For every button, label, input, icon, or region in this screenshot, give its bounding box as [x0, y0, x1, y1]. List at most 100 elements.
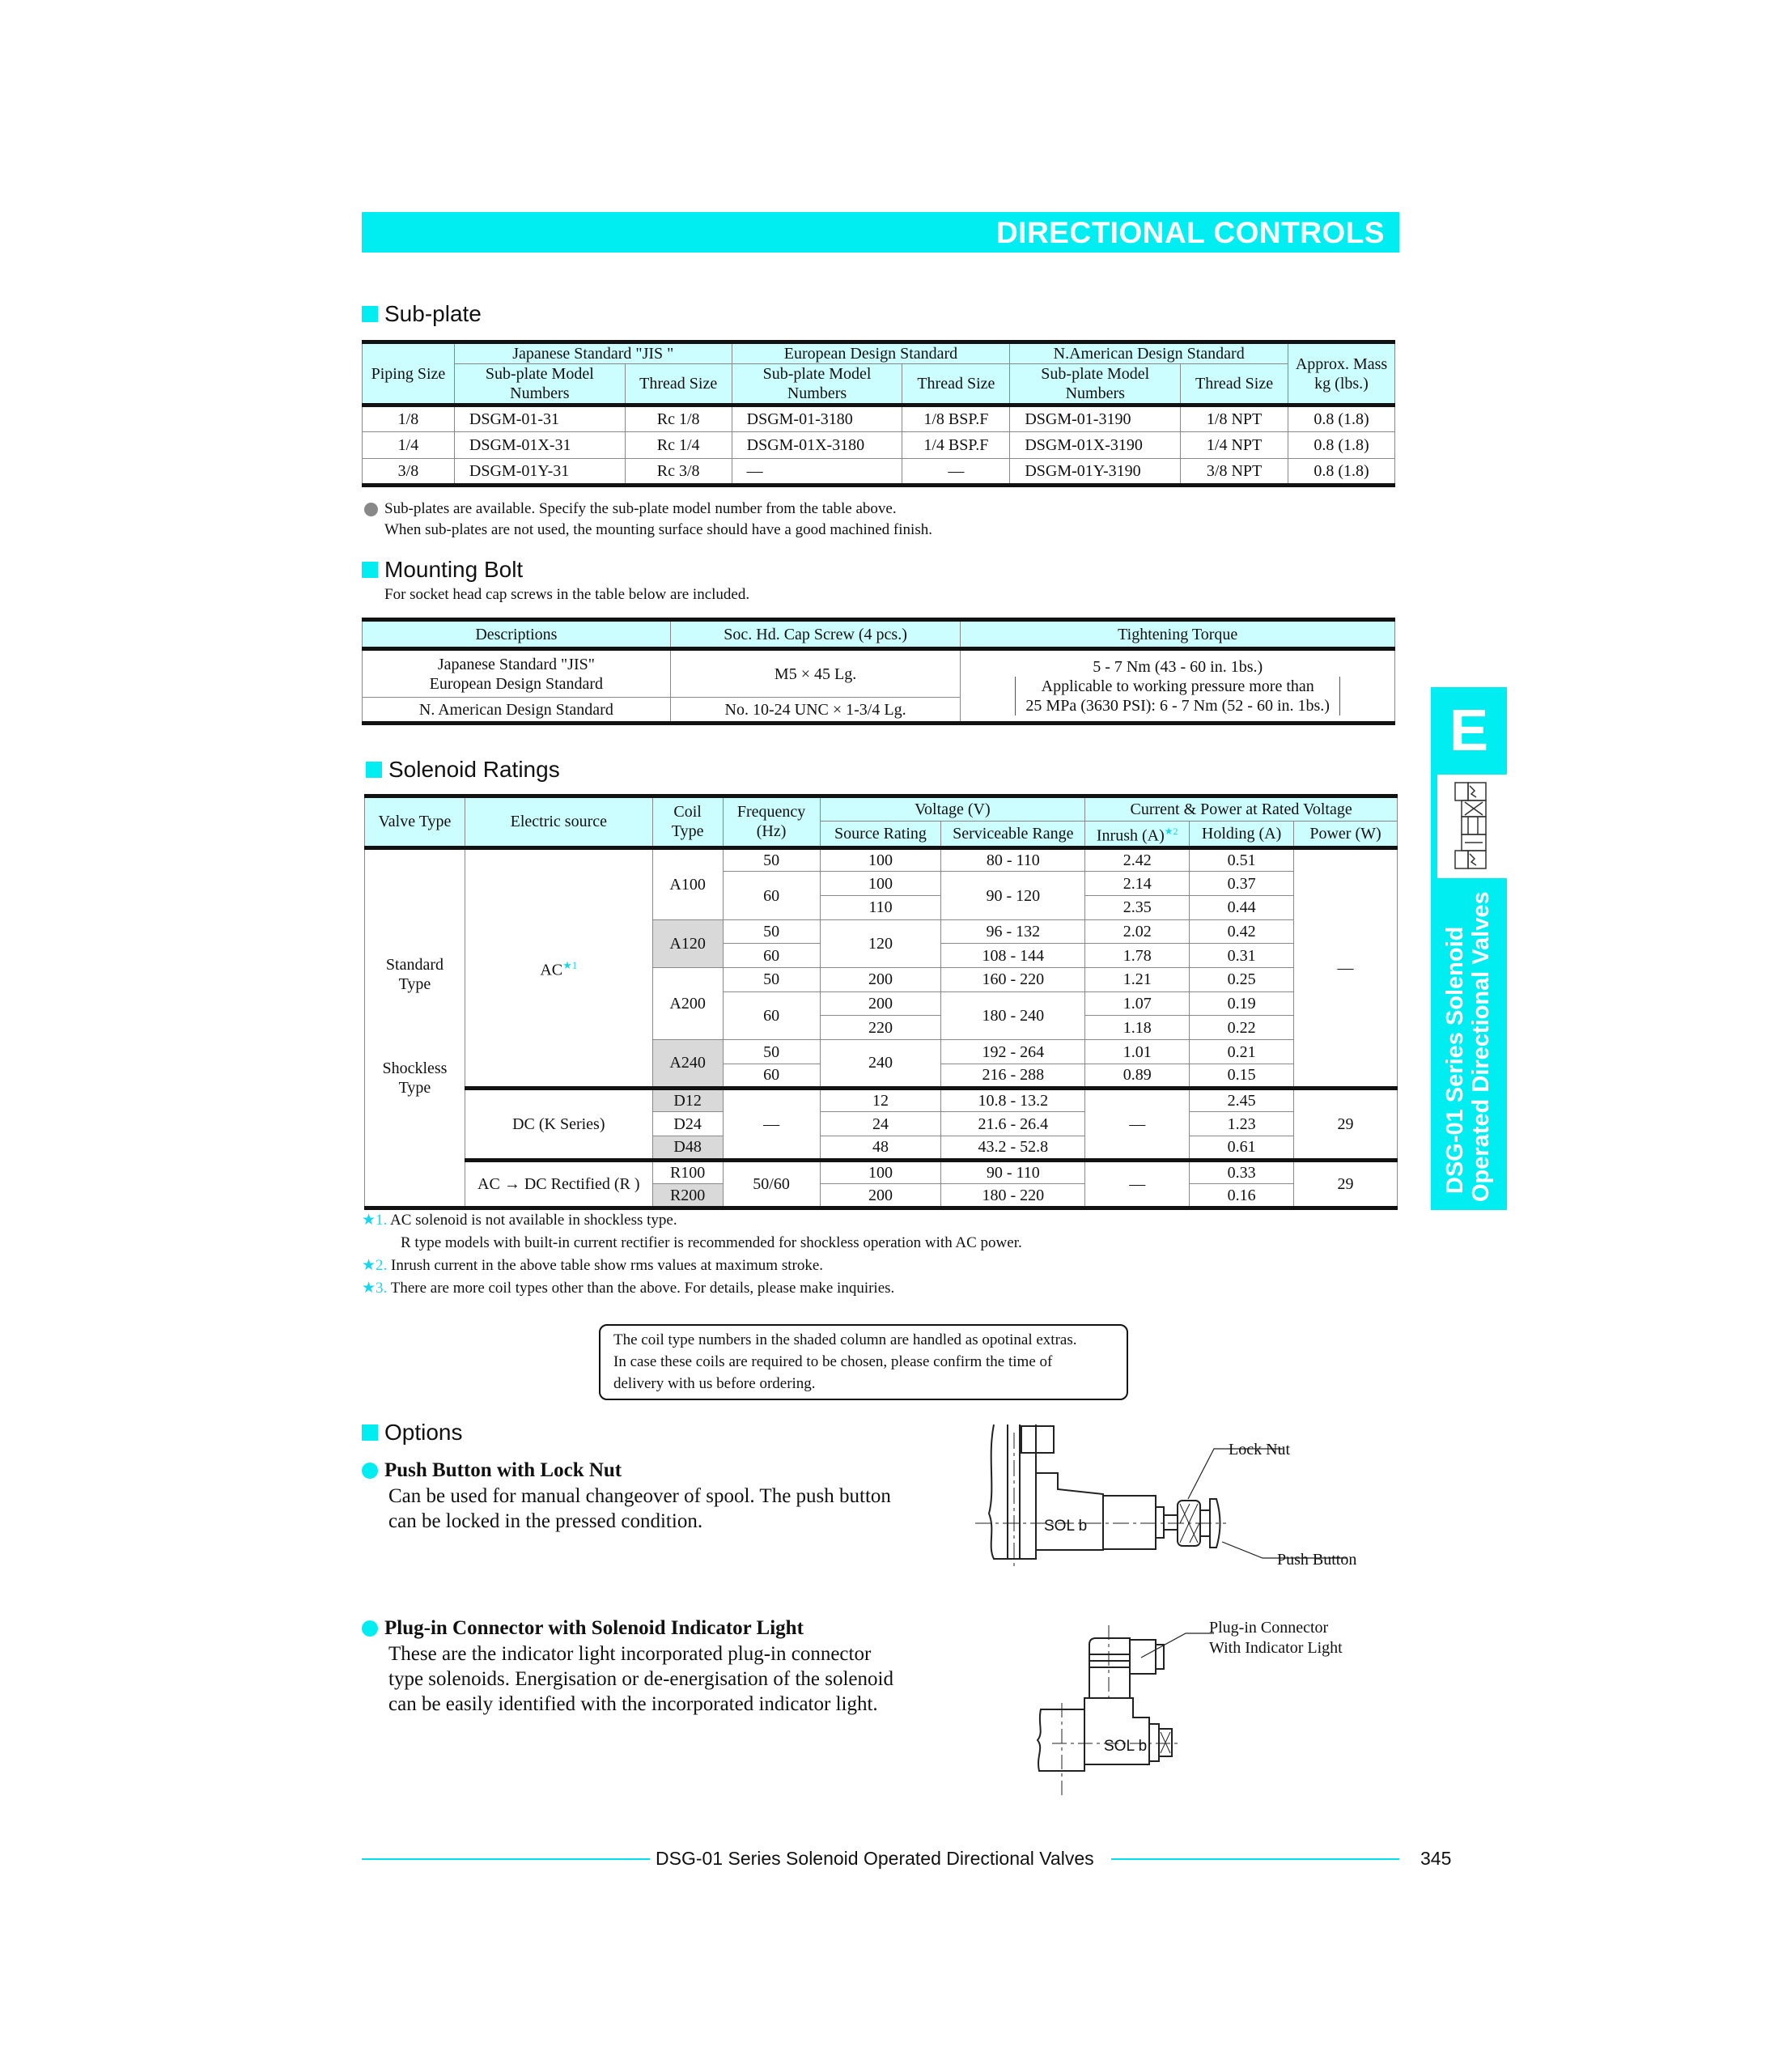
frequency-cell: —: [722, 1085, 821, 1161]
table-cell: 3/8 NPT: [1180, 458, 1289, 486]
source-rating-cell: 200: [819, 1183, 942, 1208]
frequency-cell: 50: [722, 919, 821, 945]
frequency-cell: 50/60: [722, 1157, 821, 1208]
chapter-letter: E: [1449, 698, 1489, 763]
holding-cell: 0.19: [1189, 991, 1295, 1017]
table-cell: DSGM-01X-3180: [731, 431, 903, 459]
bolt-screw-na: No. 10-24 UNC × 1-3/4 Lg.: [669, 697, 961, 724]
valve-type-shockless: Shockless Type: [382, 1059, 448, 1097]
inrush-cell: 2.42: [1084, 847, 1190, 873]
holding-cell: 0.61: [1189, 1135, 1295, 1161]
table-cell: DSGM-01Y-3190: [1009, 458, 1182, 486]
frequency-cell: 60: [722, 991, 821, 1041]
header-source-rating: Source Rating: [819, 821, 942, 848]
inrush-cell: —: [1084, 1085, 1190, 1161]
section-header-bar: DIRECTIONAL CONTROLS: [362, 212, 1399, 253]
serviceable-range-cell: 180 - 220: [940, 1183, 1086, 1208]
coil-type-cell: A100: [651, 847, 724, 920]
header-coil-type: Coil Type: [651, 796, 724, 848]
footer-title: DSG-01 Series Solenoid Operated Directio…: [656, 1848, 1094, 1869]
page-number: 345: [1420, 1848, 1452, 1869]
coil-type-cell: R100: [651, 1157, 724, 1185]
mounting-bolt-intro: For socket head cap screws in the table …: [384, 586, 750, 603]
coil-type-cell: D24: [651, 1111, 724, 1136]
header-voltage: Voltage (V): [819, 796, 1086, 822]
source-rating-cell: 24: [819, 1111, 942, 1136]
header-valve-type: Valve Type: [364, 796, 465, 848]
table-cell: 1/8 BSP.F: [902, 405, 1011, 432]
table-cell: 3/8: [362, 458, 455, 486]
holding-cell: 0.42: [1189, 919, 1295, 945]
side-tab-title-line2: Operated Directional Valves: [1468, 891, 1494, 1202]
header-current-power: Current & Power at Rated Voltage: [1084, 796, 1398, 822]
subplate-note: Sub-plates are available. Specify the su…: [364, 499, 932, 541]
square-bullet-icon: [366, 762, 382, 778]
header-na: N.American Design Standard: [1009, 342, 1289, 364]
options-heading: Options: [362, 1420, 463, 1446]
chapter-side-tab: E DSG-01 Series Solenoid Operated Direct…: [1431, 687, 1507, 1210]
frequency-cell: 50: [722, 967, 821, 992]
power-cell: —: [1293, 847, 1398, 1089]
plug-in-connector-drawing: [1036, 1625, 1214, 1797]
table-row: 60 108 - 144 1.78 0.31: [365, 943, 1398, 969]
square-bullet-icon: [362, 1424, 378, 1441]
holding-cell: 0.15: [1189, 1063, 1295, 1089]
valve-type-standard: Standard Type: [385, 955, 444, 993]
serviceable-range-cell: 180 - 240: [940, 991, 1086, 1041]
mounting-bolt-heading: Mounting Bolt: [362, 557, 523, 583]
header-inrush: Inrush (A)★2: [1084, 821, 1190, 848]
solenoid-footnotes: ★1. AC solenoid is not available in shoc…: [362, 1212, 1022, 1297]
table-cell: 0.8 (1.8): [1288, 405, 1395, 432]
table-row: 60 100 90 - 120 2.14 0.37: [365, 871, 1398, 920]
sol-b-label: SOL b: [1044, 1518, 1088, 1535]
table-cell: DSGM-01Y-31: [453, 458, 626, 486]
serviceable-range-cell: 80 - 110: [940, 847, 1086, 873]
table-cell: 0.8 (1.8): [1288, 458, 1395, 486]
header-mass: Approx. Mass kg (lbs.): [1288, 342, 1395, 405]
table-cell: 0.8 (1.8): [1288, 431, 1395, 459]
serviceable-range-cell: 192 - 264: [940, 1039, 1086, 1064]
source-rating-cell: 240: [819, 1039, 942, 1089]
serviceable-range-cell: 10.8 - 13.2: [940, 1085, 1086, 1113]
circle-bullet-icon: [362, 1620, 378, 1637]
source-rating-cell: 200: [819, 967, 942, 992]
source-rating-cell: 12: [819, 1085, 942, 1113]
valve-symbol-icon: [1437, 775, 1507, 878]
bolt-torque: 5 - 7 Nm (43 - 60 in. 1bs.) Applicable t…: [960, 648, 1395, 724]
source-rating-cell: 220: [819, 1015, 942, 1041]
holding-cell: 0.31: [1189, 943, 1295, 969]
square-bullet-icon: [362, 306, 378, 322]
frequency-cell: 60: [722, 943, 821, 969]
source-rating-cell: 120: [819, 919, 942, 969]
source-rating-cell: 200: [819, 991, 942, 1017]
header-piping-size: Piping Size: [362, 342, 455, 405]
solenoid-ratings-heading: Solenoid Ratings: [366, 757, 560, 783]
header-thread: Thread Size: [624, 363, 732, 405]
source-rating-cell: 100: [819, 847, 942, 873]
table-cell: 1/4 NPT: [1180, 431, 1289, 459]
table-cell: 1/8 NPT: [1180, 405, 1289, 432]
side-tab-title-line1: DSG-01 Series Solenoid: [1442, 926, 1468, 1194]
serviceable-range-cell: 21.6 - 26.4: [940, 1111, 1086, 1136]
frequency-cell: 50: [722, 1039, 821, 1064]
header-model: Sub-plate Model Numbers: [731, 363, 903, 405]
inrush-cell: 1.78: [1084, 943, 1190, 969]
table-row: D24 24 21.6 - 26.4 1.23: [365, 1111, 1398, 1136]
header-model: Sub-plate Model Numbers: [1009, 363, 1182, 405]
power-cell: 29: [1293, 1157, 1398, 1208]
bolt-screw-jis-eu: M5 × 45 Lg.: [669, 648, 961, 698]
coil-type-cell: D48: [651, 1135, 724, 1161]
holding-cell: 0.16: [1189, 1183, 1295, 1208]
coil-type-cell: A200: [651, 967, 724, 1041]
option-plug-in-connector: Plug-in Connector with Solenoid Indicato…: [362, 1617, 893, 1717]
holding-cell: 0.37: [1189, 871, 1295, 897]
holding-cell: 2.45: [1189, 1085, 1295, 1113]
circle-bullet-icon: [364, 502, 378, 516]
table-cell: Rc 3/8: [624, 458, 732, 486]
serviceable-range-cell: 43.2 - 52.8: [940, 1135, 1086, 1161]
table-cell: Rc 1/8: [624, 405, 732, 432]
mounting-bolt-table: Descriptions Soc. Hd. Cap Screw (4 pcs.)…: [362, 618, 1395, 725]
source-rating-cell: 100: [819, 871, 942, 897]
coil-type-cell: A120: [651, 919, 724, 969]
table-row: D48 48 43.2 - 52.8 0.61: [365, 1135, 1398, 1161]
